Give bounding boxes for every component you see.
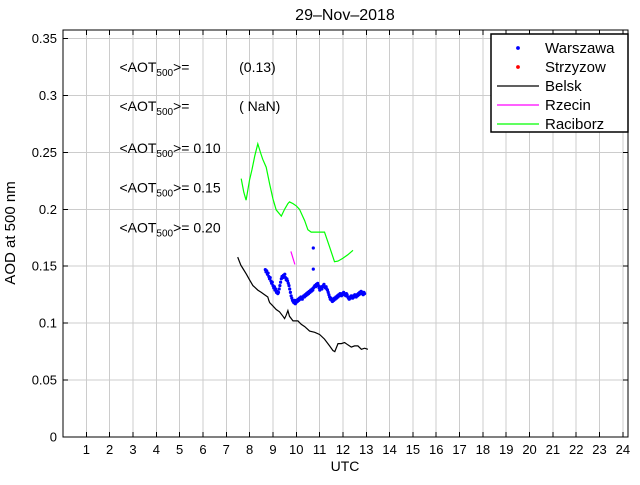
legend-item-strzyzow: Strzyzow [516,59,606,76]
x-tick-label: 2 [106,442,113,457]
x-tick-label: 6 [199,442,206,457]
x-tick-label: 11 [313,442,327,457]
legend-label: Raciborz [545,116,604,133]
x-tick-labels: 1 2 3 4 5 6 7 8 9 10 11 12 13 14 15 16 17 18 19 20 21 22 23 24 [83,442,630,457]
legend-label: Strzyzow [545,59,606,76]
annotation-aot-2: <AOT500>= 0.10 [119,140,220,160]
x-tick-label: 21 [546,442,560,457]
y-tick-label: 0.1 [39,316,57,331]
legend-label: Warszawa [545,40,615,57]
x-tick-label: 15 [406,442,420,457]
x-tick-label: 16 [429,442,443,457]
x-tick-label: 14 [382,442,396,457]
annotation-aot-0: <AOT500>= (0.13) [119,59,275,79]
x-tick-label: 10 [289,442,303,457]
y-tick-label: 0.3 [39,88,57,103]
svg-text:<AOT500>= 0.20: <AOT500>= 0.20 [119,219,220,239]
svg-text:<AOT500>= 0.10: <AOT500>= 0.10 [119,140,220,160]
svg-text:(0.13): (0.13) [239,59,276,75]
plot-box [62,29,629,438]
legend-box [490,33,629,133]
x-tick-label: 23 [592,442,606,457]
x-tick-label: 7 [223,442,230,457]
y-tick-label: 0.2 [39,202,57,217]
y-tick-label: 0.25 [32,145,57,160]
legend-marker-dot [516,65,520,69]
x-tick-label: 1 [83,442,90,457]
y-tick-labels: 0 0.05 0.1 0.15 0.2 0.25 0.3 0.35 [32,31,57,444]
x-tick-label: 19 [499,442,513,457]
series-rzecin [290,251,296,265]
legend-item-raciborz: Raciborz [497,116,604,133]
annotation-aot-4: <AOT500>= 0.20 [119,219,220,239]
x-tick-label: 20 [522,442,536,457]
y-tick-label: 0.05 [32,373,57,388]
svg-text:<AOT500>=: <AOT500>= [119,98,189,118]
x-axis-label: UTC [331,458,360,474]
x-tick-label: 18 [476,442,490,457]
annotation-aot-3: <AOT500>= 0.15 [119,179,220,199]
x-tick-label: 17 [452,442,466,457]
legend-item-rzecin: Rzecin [497,97,591,114]
y-axis-label: AOD at 500 nm [2,181,19,284]
annotation-aot-1: <AOT500>= ( NaN) [119,98,280,118]
series-warszawa [263,246,367,306]
legend: Warszawa Strzyzow Belsk Rzecin Raciborz [490,33,629,133]
legend-label: Belsk [545,78,582,95]
chart-title: 29–Nov–2018 [295,7,395,24]
svg-text:<AOT500>=: <AOT500>= [119,59,189,79]
x-tick-label: 12 [336,442,350,457]
series-belsk [237,256,369,353]
axis-ticks [63,30,628,438]
x-tick-label: 3 [129,442,136,457]
legend-marker-dot [516,46,520,50]
y-tick-label: 0.15 [32,259,57,274]
grid-lines [63,30,628,437]
x-tick-label: 24 [616,442,630,457]
x-tick-label: 4 [153,442,160,457]
x-tick-label: 13 [359,442,373,457]
x-tick-label: 5 [176,442,183,457]
svg-text:( NaN): ( NaN) [239,98,280,114]
x-tick-label: 9 [269,442,276,457]
y-tick-label: 0 [50,430,57,445]
legend-item-belsk: Belsk [497,78,582,95]
x-tick-label: 22 [569,442,583,457]
svg-text:<AOT500>= 0.15: <AOT500>= 0.15 [119,179,220,199]
x-tick-label: 8 [246,442,253,457]
legend-item-warszawa: Warszawa [516,40,615,57]
series-raciborz [240,141,354,263]
legend-label: Rzecin [545,97,591,114]
y-tick-label: 0.35 [32,31,57,46]
